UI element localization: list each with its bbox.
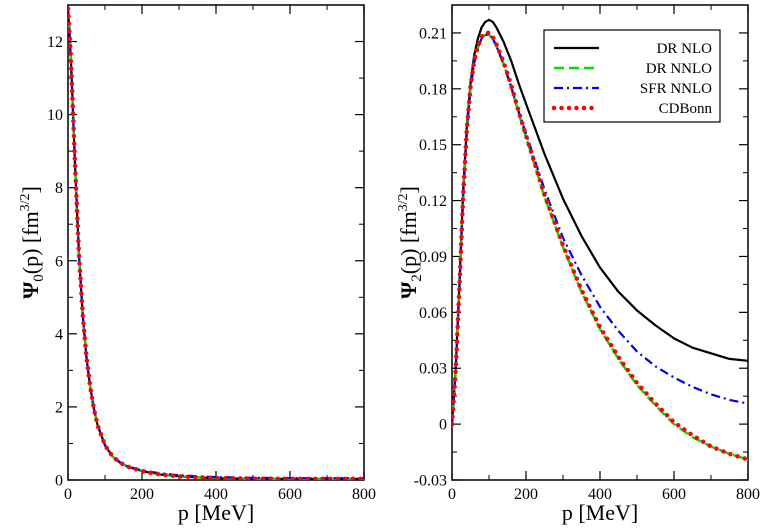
x-tick-label: 600 <box>662 486 686 503</box>
x-tick-label: 0 <box>64 486 72 503</box>
y-tick-label: 10 <box>47 107 63 124</box>
x-tick-label: 200 <box>514 486 538 503</box>
y-tick-label: 0.15 <box>419 137 447 154</box>
series-line-cdbonn <box>68 6 364 480</box>
series-line-dr-nlo <box>68 8 364 480</box>
y-tick-label: 2 <box>55 399 63 416</box>
y-title-end: ] <box>396 186 421 193</box>
y-tick-label: 4 <box>55 326 63 343</box>
right-panel: 0 200 400 600 800-0.0300.030.060.090.120.150… <box>396 4 760 525</box>
series-line-sfr-nnlo <box>452 33 748 425</box>
y-tick-label: 0 <box>55 473 63 490</box>
y-tick-label: 0.21 <box>419 25 447 42</box>
y-title-end: ] <box>18 186 43 193</box>
x-tick-label: 800 <box>736 486 760 503</box>
y-tick-label: 6 <box>55 253 63 270</box>
plot-frame <box>67 4 365 481</box>
x-tick-label: 600 <box>278 486 302 503</box>
legend-label: DR NNLO <box>646 61 712 77</box>
y-tick-label: 0.12 <box>419 193 447 210</box>
y-tick-label: -0.03 <box>414 473 447 490</box>
legend: DR NLO DR NNLO SFR NNLO CDBonn <box>543 29 721 123</box>
y-axis-title: Ψ2(p) [fm3/2] <box>396 186 425 299</box>
series-line-dr-nnlo <box>68 8 364 480</box>
legend-box <box>543 29 721 123</box>
y-title-sub: 0 <box>31 274 47 282</box>
x-tick-label: 0 <box>448 486 456 503</box>
legend-label: CDBonn <box>659 101 713 117</box>
y-tick-label: 0.06 <box>419 305 447 322</box>
x-tick-label: 400 <box>204 486 228 503</box>
y-tick-label: 0.03 <box>419 361 447 378</box>
y-title-sup: 3/2 <box>396 193 411 211</box>
x-tick-label: 200 <box>130 486 154 503</box>
y-title-mid: (p) [fm <box>396 211 421 274</box>
x-axis-title: p [MeV] <box>178 500 254 525</box>
y-tick-label: 0.18 <box>419 81 447 98</box>
y-title-sup: 3/2 <box>18 193 33 211</box>
y-title-main: Ψ <box>18 281 43 299</box>
legend-label: SFR NNLO <box>640 81 712 97</box>
y-title-mid: (p) [fm <box>18 211 43 274</box>
legend-label: DR NLO <box>657 41 713 57</box>
series-line-sfr-nnlo <box>68 8 364 480</box>
series-line-cdbonn <box>452 30 748 462</box>
x-tick-label: 800 <box>352 486 376 503</box>
x-tick-label: 400 <box>588 486 612 503</box>
y-axis-title: Ψ0(p) [fm3/2] <box>18 186 47 299</box>
y-title-main: Ψ <box>396 281 421 299</box>
y-tick-label: 0.09 <box>419 249 447 266</box>
y-tick-label: 12 <box>47 34 63 51</box>
x-axis-title: p [MeV] <box>562 500 638 525</box>
y-title-sub: 2 <box>409 274 425 282</box>
y-tick-label: 0 <box>439 417 447 434</box>
y-tick-label: 8 <box>55 180 63 197</box>
